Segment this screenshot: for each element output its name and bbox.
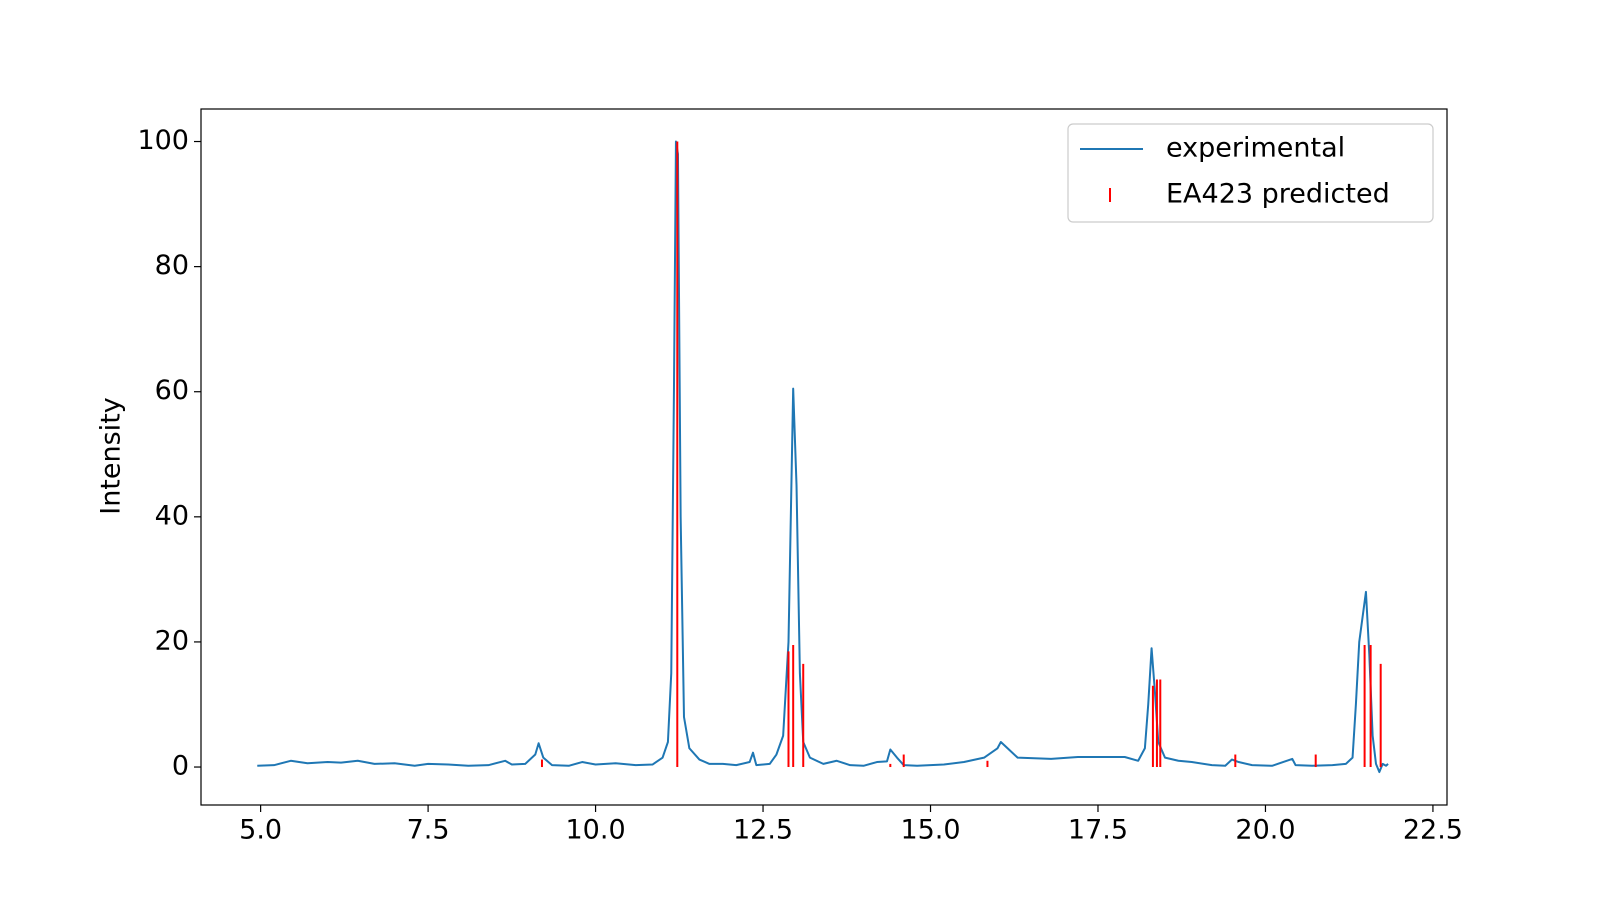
- x-tick-label: 7.5: [407, 815, 450, 846]
- x-tick-label: 20.0: [1235, 815, 1295, 846]
- x-tick-label: 10.0: [566, 815, 626, 846]
- data-line: [257, 140, 1389, 774]
- legend-box: [1067, 123, 1434, 223]
- x-tick-label: 12.5: [733, 815, 793, 846]
- x-tick-label: 17.5: [1068, 815, 1128, 846]
- legend-label: experimental: [1166, 133, 1345, 164]
- legend-label: EA423 predicted: [1166, 179, 1390, 210]
- y-tick-label: 60: [155, 375, 189, 406]
- x-tick-label: 22.5: [1403, 815, 1463, 846]
- y-tick-label: 40: [155, 500, 189, 531]
- y-tick-label: 80: [155, 250, 189, 281]
- y-axis-label: Intensity: [96, 397, 127, 515]
- x-tick-label: 15.0: [900, 815, 960, 846]
- y-tick-label: 20: [155, 625, 189, 656]
- y-tick-label: 100: [137, 125, 189, 156]
- y-tick-label: 0: [172, 751, 189, 782]
- plot-frame: [200, 108, 1448, 806]
- x-tick-label: 5.0: [239, 815, 282, 846]
